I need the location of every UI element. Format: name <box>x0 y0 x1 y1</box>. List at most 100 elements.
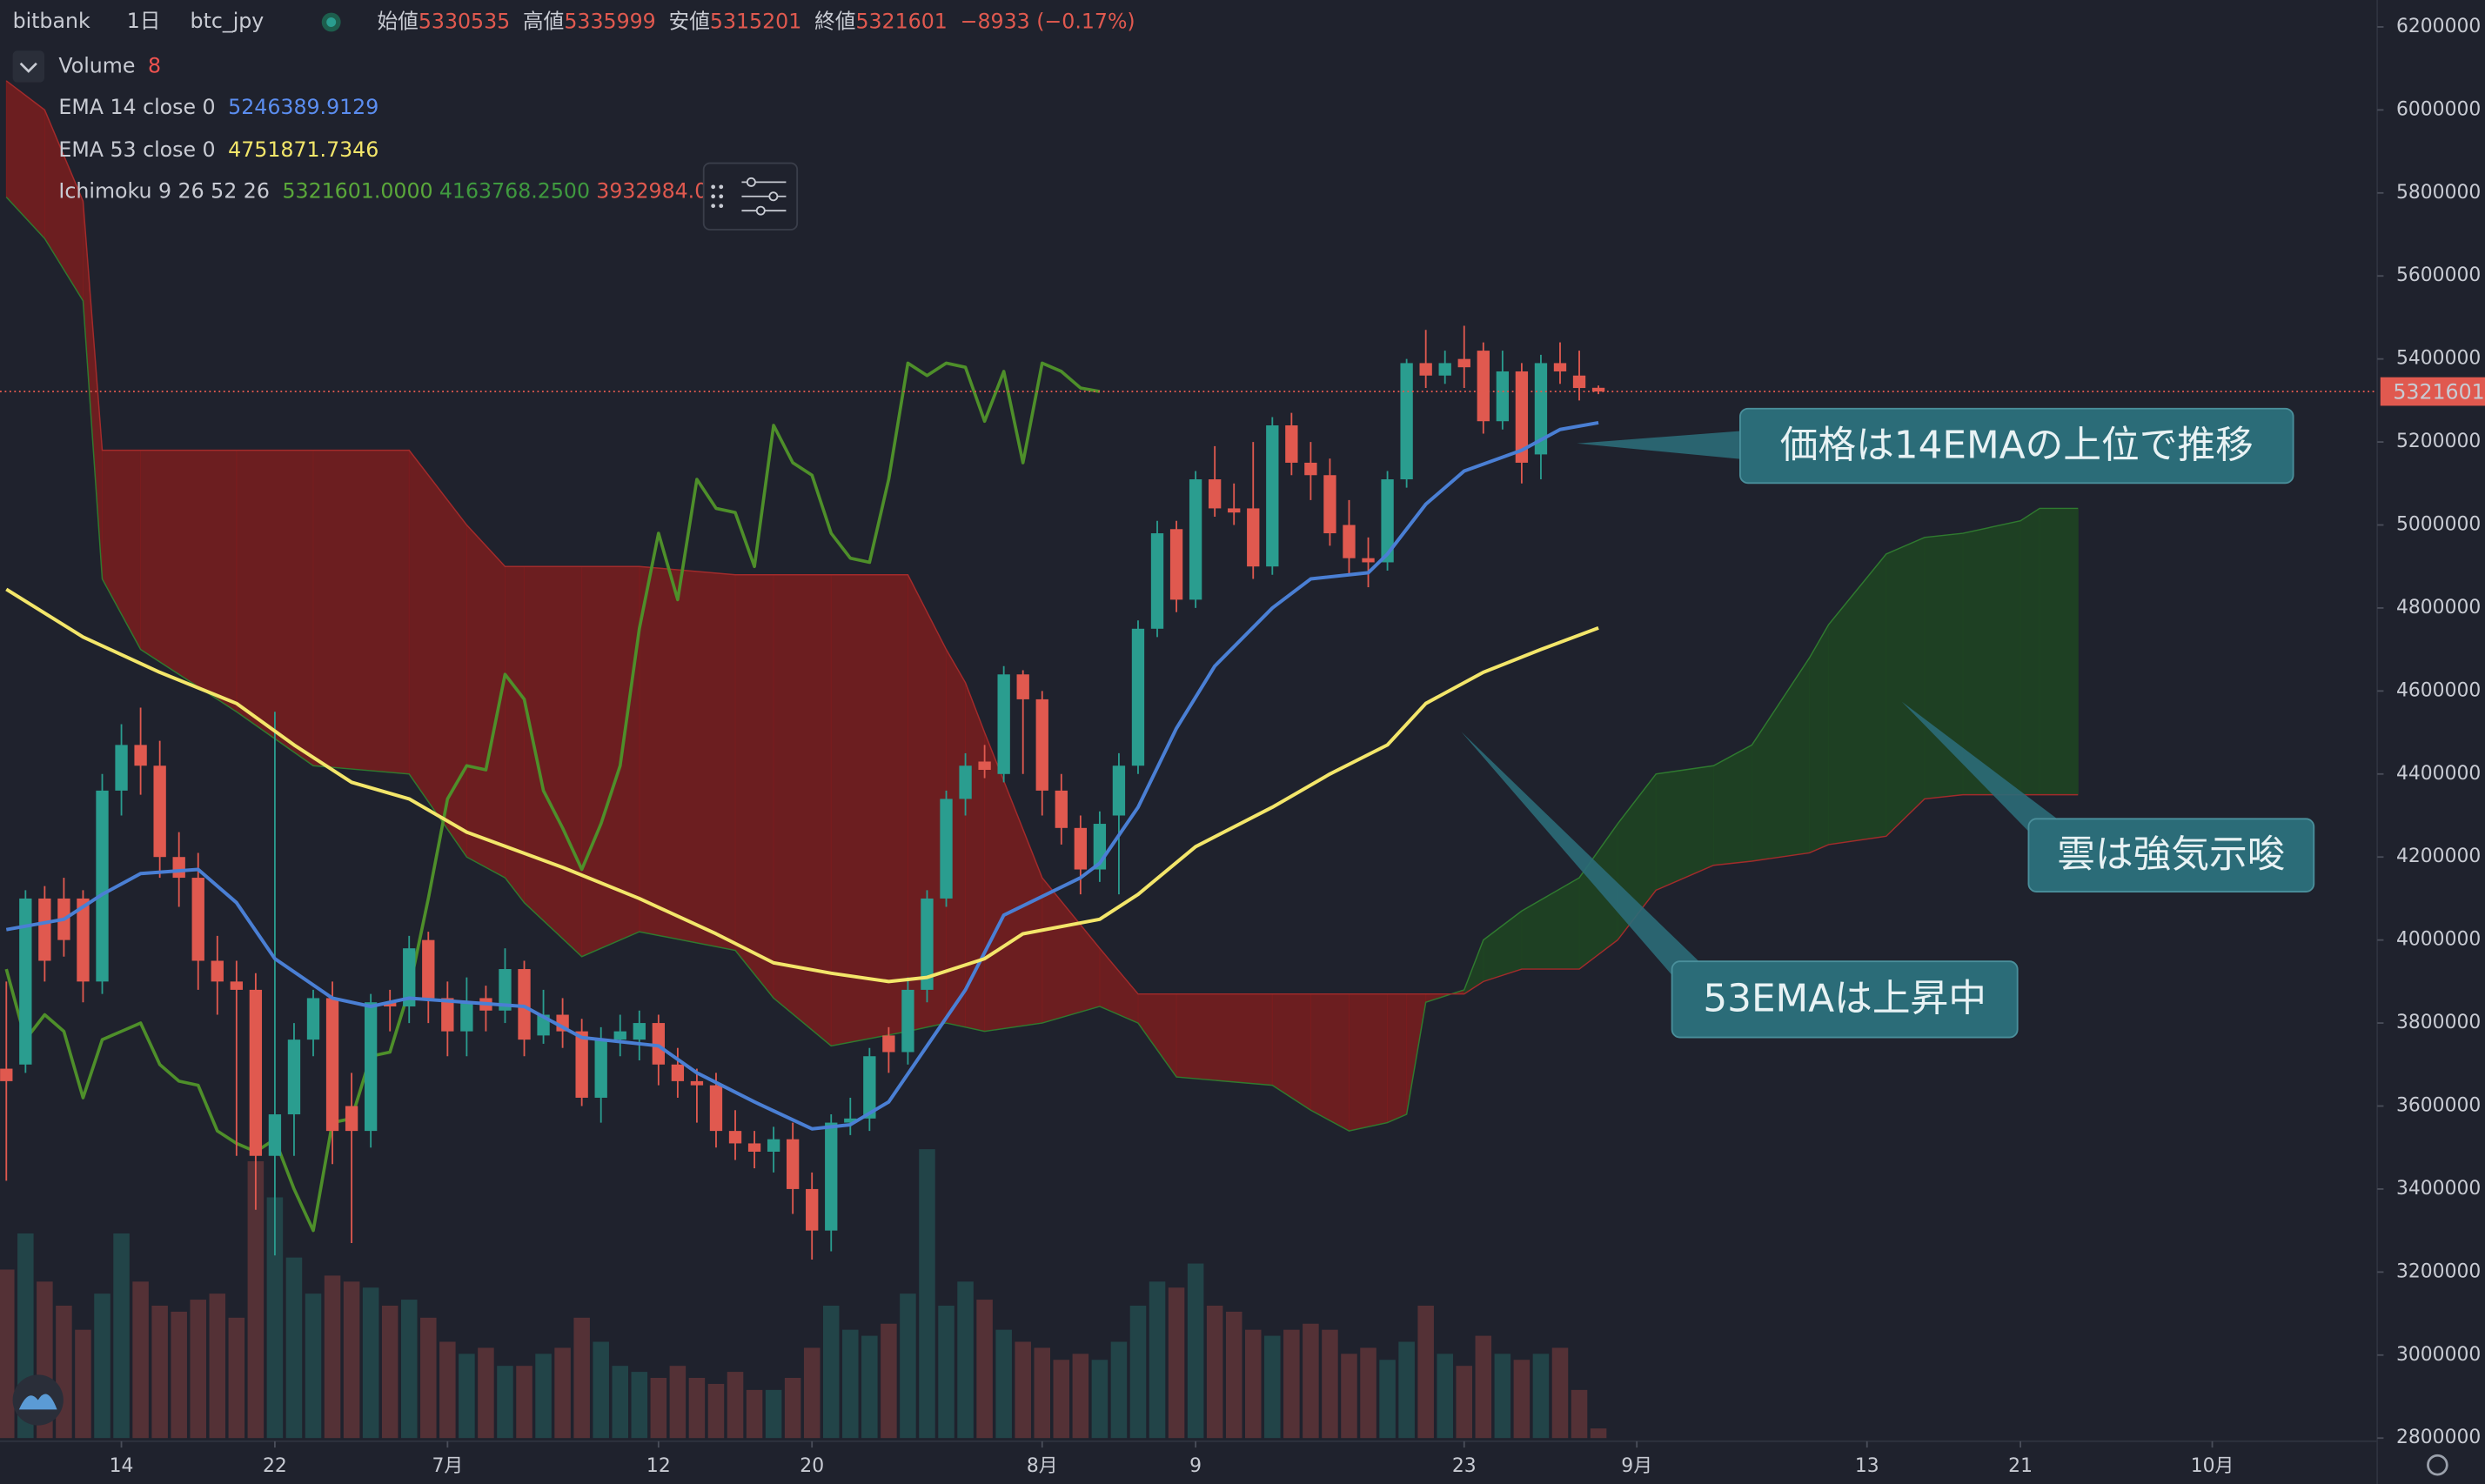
volume-bar <box>459 1354 475 1439</box>
candle-body <box>747 1143 761 1152</box>
collapse-button[interactable] <box>12 50 45 83</box>
candle-body <box>594 1039 607 1098</box>
open-label: 始値 <box>378 9 419 33</box>
volume-bar <box>535 1354 552 1439</box>
candle-body <box>1285 424 1298 463</box>
candle-body <box>997 674 1010 774</box>
volume-bar <box>1015 1341 1031 1439</box>
candle-body <box>422 939 435 999</box>
candle-body <box>211 960 224 982</box>
annotation-pointer <box>1901 701 2058 835</box>
candle-body <box>1266 424 1279 567</box>
volume-bar <box>247 1160 265 1439</box>
volume-bar <box>650 1378 667 1439</box>
volume-bar <box>305 1293 322 1439</box>
low-value: 5315201 <box>710 9 801 33</box>
volume-bar <box>573 1317 590 1439</box>
volume-bar <box>1341 1354 1357 1439</box>
volume-bar <box>190 1300 206 1439</box>
candle-body <box>1381 479 1394 563</box>
close-value: 5321601 <box>855 9 947 33</box>
candle-body <box>403 948 416 1006</box>
cloud-segment <box>1309 993 1350 1132</box>
volume-bar <box>56 1305 72 1439</box>
volume-bar <box>1303 1323 1319 1439</box>
candle-body <box>172 857 185 879</box>
volume-bar <box>1034 1347 1051 1439</box>
candle-body <box>921 898 934 990</box>
candle-body <box>460 1002 473 1032</box>
candle-body <box>1112 765 1126 816</box>
volume-bar <box>324 1275 341 1439</box>
y-tick-label: 5800000 <box>2396 182 2481 204</box>
volume-bar <box>94 1293 111 1439</box>
y-tick-label: 3000000 <box>2396 1344 2481 1366</box>
axes: 2800000 3000000 3200000 3400000 3600000 38000… <box>110 16 2482 1477</box>
volume-bar <box>1398 1341 1415 1439</box>
cloud-segment <box>2019 507 2040 796</box>
cloud-segment <box>639 565 736 952</box>
settings-gear[interactable] <box>2427 1454 2448 1476</box>
candle-body <box>518 969 531 1040</box>
legend-ichimoku-value: 5321601.0000 <box>282 178 432 203</box>
x-tick-label: 21 <box>2008 1455 2033 1477</box>
last-price-label: 5321601 <box>2393 379 2484 404</box>
volume-bar <box>1417 1305 1434 1439</box>
ema-line <box>5 420 1599 1131</box>
candle-body <box>978 761 991 771</box>
volume-bar <box>75 1329 91 1439</box>
volume-bar <box>1225 1311 1242 1439</box>
x-tick-label: 22 <box>263 1455 287 1477</box>
candle-body <box>844 1118 857 1123</box>
volume-bar <box>478 1347 494 1439</box>
y-tick-label: 5000000 <box>2396 514 2481 536</box>
annotation-pointer <box>1577 431 1744 460</box>
candle-body <box>325 998 339 1132</box>
candle-body <box>575 1031 588 1098</box>
volume-bar <box>362 1287 379 1439</box>
volume-bar <box>113 1233 130 1439</box>
candle-body <box>115 745 128 791</box>
candle-body <box>306 998 320 1040</box>
cloud-segment <box>2039 507 2079 796</box>
volume-bar <box>209 1293 226 1439</box>
y-tick-label: 6000000 <box>2396 98 2481 120</box>
volume-bar <box>132 1281 149 1439</box>
candle-body <box>1228 508 1241 513</box>
volume-bar <box>1053 1360 1070 1439</box>
volume-bar <box>1513 1360 1531 1439</box>
volume-bar <box>1072 1354 1089 1439</box>
candle-body <box>613 1031 626 1040</box>
volume-bar <box>746 1389 763 1439</box>
candle-body <box>1553 363 1567 371</box>
candle-body <box>499 969 512 1011</box>
volume-bar <box>420 1317 437 1439</box>
volume-bar <box>727 1372 744 1439</box>
volume-bar <box>343 1281 360 1439</box>
candle-body <box>1419 363 1432 376</box>
y-tick-label: 4000000 <box>2396 929 2481 951</box>
volume-bar <box>1437 1354 1453 1439</box>
cloud-segment <box>312 450 410 775</box>
volume-bar <box>266 1197 284 1439</box>
cloud-segment <box>1387 993 1408 1124</box>
cloud-segment <box>1886 537 1926 838</box>
candle-body <box>901 989 914 1053</box>
cloud-segment <box>734 574 774 999</box>
candle-body <box>1150 533 1164 629</box>
candle-body <box>1016 674 1029 699</box>
candle-body <box>1169 529 1183 600</box>
candle-body <box>1074 827 1088 870</box>
y-tick-label: 3800000 <box>2396 1012 2481 1033</box>
volume-bar <box>957 1281 974 1439</box>
annotation-text: 価格は14EMAの上位で推移 <box>1780 423 2254 467</box>
volume-bar <box>1168 1287 1185 1439</box>
y-tick-label: 3600000 <box>2396 1094 2481 1116</box>
candle-body <box>1515 371 1529 463</box>
settings-icon[interactable] <box>741 177 787 216</box>
legend-volume-value: 8 <box>148 53 161 77</box>
x-tick-label: 12 <box>646 1455 671 1477</box>
candle-body <box>287 1039 301 1115</box>
volume-bar <box>976 1300 993 1439</box>
